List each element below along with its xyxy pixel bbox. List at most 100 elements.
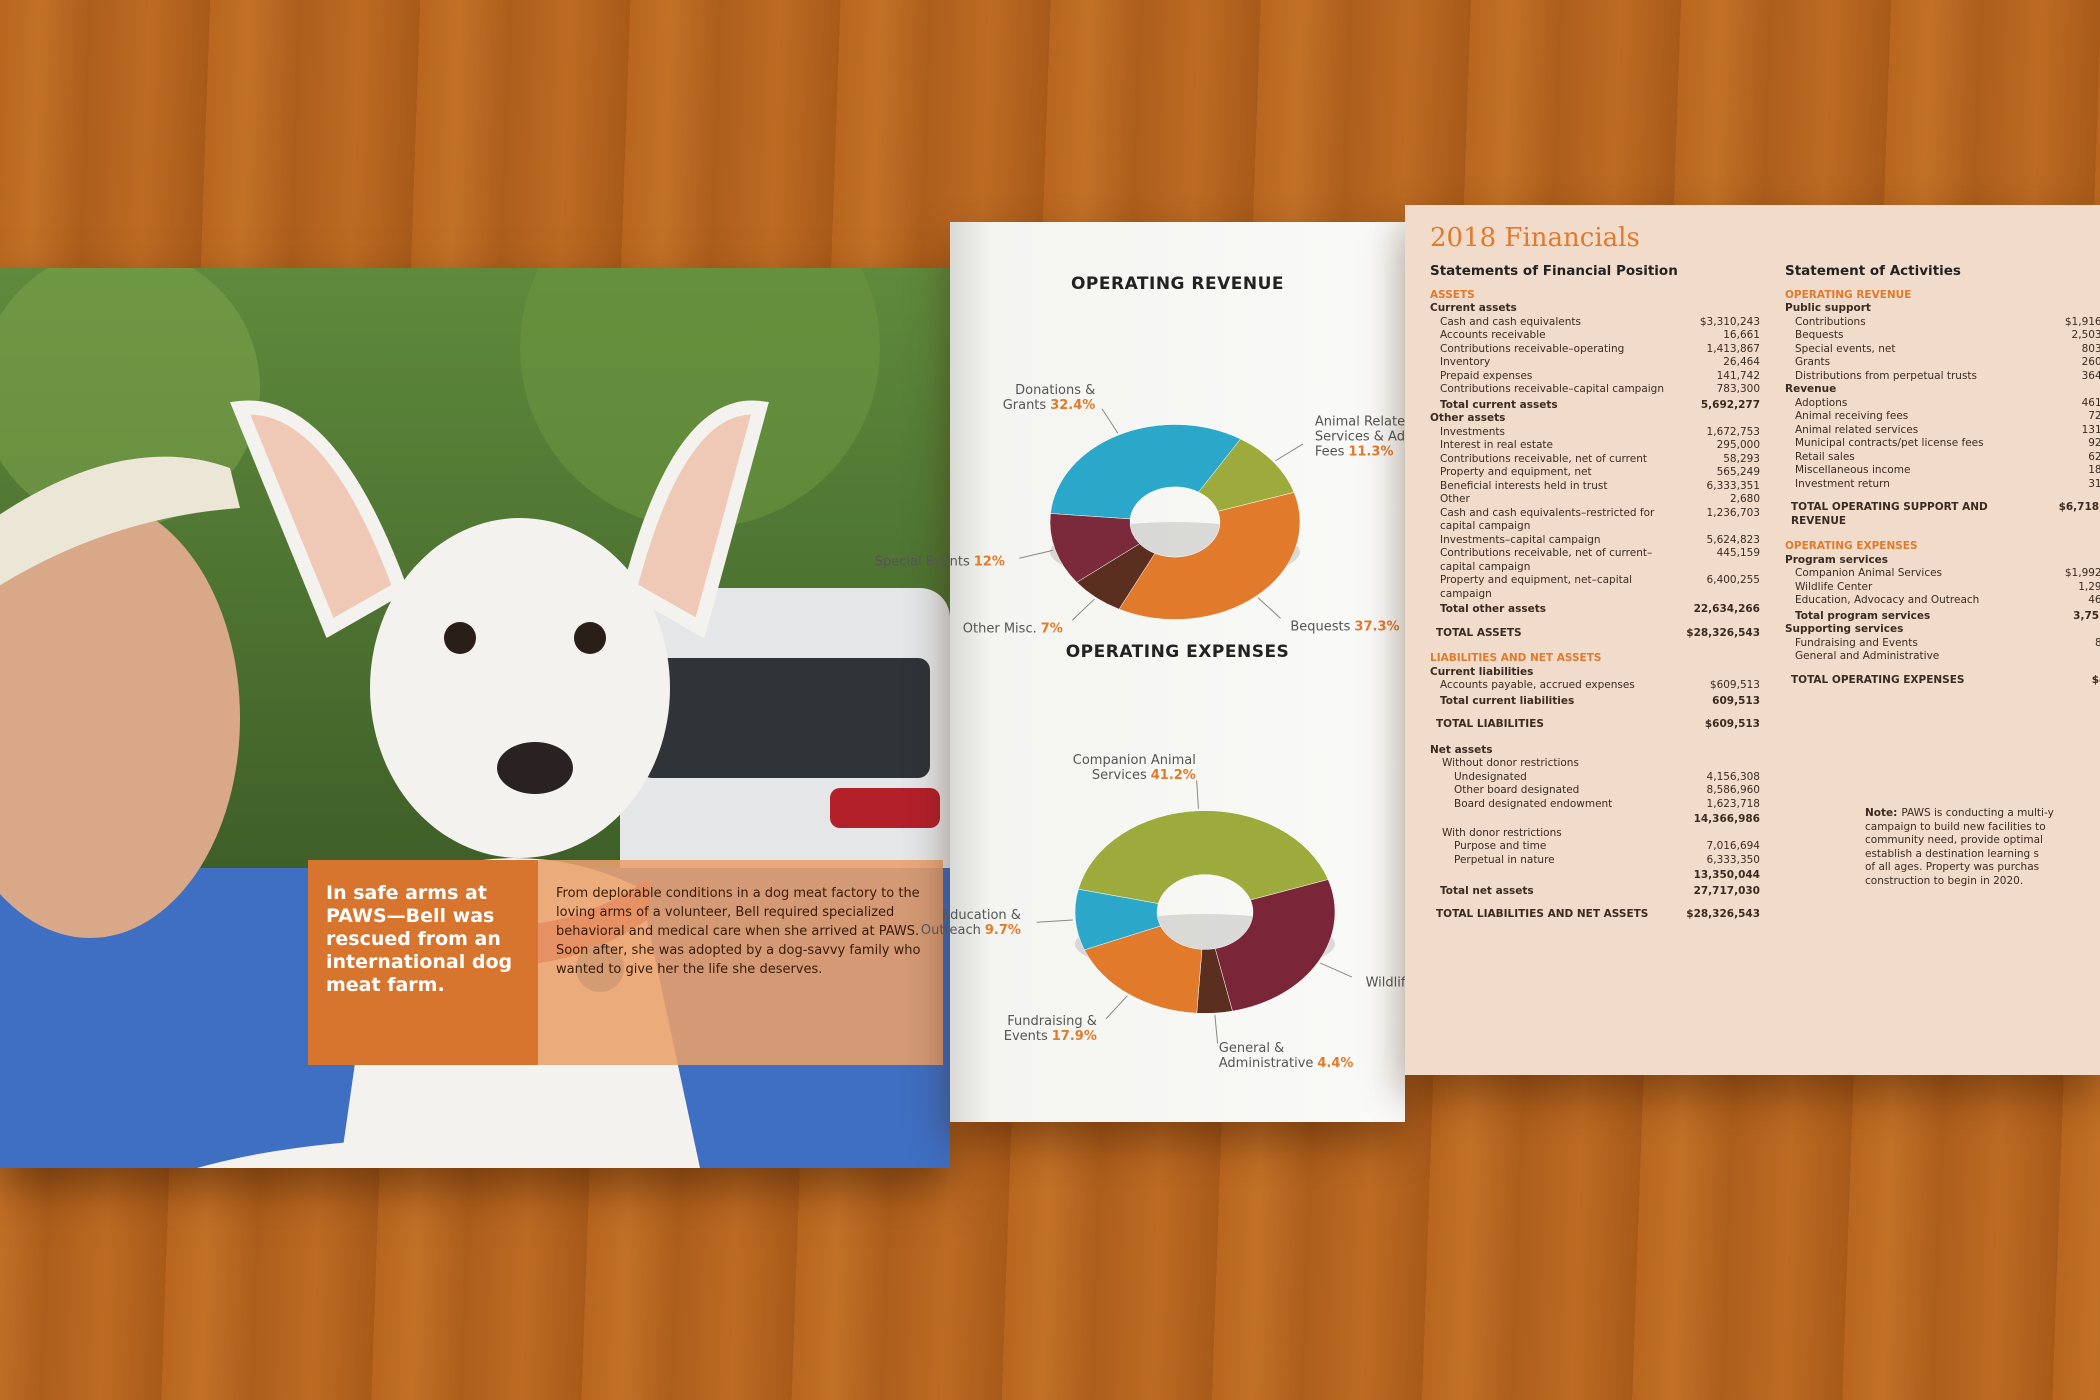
row-label: Total net assets	[1440, 884, 1534, 897]
leader-line	[1105, 995, 1128, 1020]
row-label: Retail sales	[1795, 450, 1855, 463]
section-heading: LIABILITIES AND NET ASSETS	[1430, 652, 1602, 664]
row-value: 4,156,308	[1706, 770, 1760, 783]
donut-slice	[1050, 424, 1241, 520]
note-line: PAWS is conducting a multi-y	[1901, 807, 2054, 819]
row-label: Interest in real estate	[1440, 439, 1554, 451]
leader-line	[1101, 408, 1119, 434]
section-heading: ASSETS	[1430, 288, 1475, 301]
slice-label: Special Events 12%	[855, 554, 1005, 569]
row-value: 3,752,97	[2073, 609, 2100, 622]
statement-row: Grants 260,465	[1785, 356, 2100, 370]
statement-row: Prepaid expenses 141,742	[1430, 370, 1760, 384]
caption-headline: In safe arms at PAWS—Bell was rescued fr…	[308, 860, 538, 1065]
row-label: Other	[1440, 493, 1470, 505]
note-line: of all ages. Property was purchas	[1865, 861, 2040, 873]
statement-row: Other board designated 8,586,960	[1430, 784, 1760, 798]
row-value: 468,16	[2088, 594, 2100, 606]
row-label: TOTAL LIABILITIES	[1436, 718, 1544, 730]
leader-line	[1071, 598, 1095, 621]
row-label: Total current assets	[1440, 398, 1558, 411]
chart-title: OPERATING REVENUE	[1070, 274, 1285, 294]
statement-row: Companion Animal Services $1,992,001	[1785, 567, 2100, 581]
statement-row: Property and equipment, net–capital camp…	[1430, 574, 1760, 601]
chart-title: OPERATING EXPENSES	[1065, 642, 1290, 662]
row-value: 5,624,823	[1706, 533, 1760, 546]
row-label: Contributions receivable–operating	[1440, 342, 1625, 355]
statement-row: Adoptions 461,379	[1785, 397, 2100, 411]
statement-row: Fundraising and Events 866,5	[1785, 637, 2100, 651]
row-value: $3,310,243	[1699, 315, 1760, 328]
statement-row: Investment return 31,490	[1785, 478, 2100, 492]
row-value: 5,692,277	[1700, 398, 1760, 411]
row-label: Perpetual in nature	[1454, 853, 1555, 866]
statement-row: Undesignated 4,156,308	[1430, 771, 1760, 785]
statement-row: Total net assets 27,717,030	[1430, 885, 1760, 899]
statement-of-activities: Statement of Activities OPERATING REVENUE…	[1785, 264, 2100, 888]
financials-page: 2018 Financials Statements of Financial …	[1405, 205, 2100, 1075]
row-value: 211	[2045, 650, 2100, 664]
row-label: General and Administrative	[1795, 650, 1940, 662]
row-value: 16,661	[1723, 329, 1760, 341]
row-label: Contributions receivable–capital campaig…	[1440, 383, 1665, 395]
row-label: Cash and cash equivalents–restricted for…	[1440, 506, 1655, 533]
slice-value: 41.2%	[1150, 768, 1196, 784]
dog-paw	[197, 1138, 420, 1168]
row-label: Accounts payable, accrued expenses	[1440, 679, 1635, 691]
slice-category: Companion Animal Services	[1072, 753, 1196, 784]
row-label: Purpose and time	[1454, 840, 1547, 852]
statement-row: Bequests 2,503,982	[1785, 329, 2100, 343]
group-title: Supporting services	[1785, 623, 1904, 635]
row-label: Other board designated	[1454, 784, 1580, 796]
row-label: Accounts receivable	[1440, 329, 1546, 341]
row-label: Contributions receivable, net of current	[1440, 452, 1647, 465]
row-value: 13,350,044	[1693, 869, 1760, 881]
note-line: construction to begin in 2020.	[1865, 874, 2024, 887]
row-value: 461,379	[2081, 396, 2100, 409]
row-value: 445,159	[1716, 547, 1760, 559]
row-value: 1,672,753	[1706, 425, 1760, 438]
row-label: TOTAL OPERATING SUPPORT AND REVENUE	[1791, 501, 1988, 527]
slice-value: 37.3%	[1354, 619, 1400, 635]
statement-row: Investments–capital campaign 5,624,823	[1430, 534, 1760, 548]
slice-label: Other Misc. 7%	[913, 622, 1063, 637]
statement-row: Cash and cash equivalents–restricted for…	[1430, 507, 1760, 534]
financials-title: 2018 Financials	[1430, 223, 1640, 253]
slice-category: Fundraising & Events	[1003, 1013, 1097, 1044]
statement-row: TOTAL ASSETS $28,326,543	[1430, 627, 1760, 641]
row-label: Total program services	[1795, 609, 1931, 622]
row-value: 1,292,81	[2078, 580, 2100, 593]
row-label: Total current liabilities	[1440, 694, 1575, 707]
row-value: 72,502	[2088, 410, 2100, 422]
row-label: Education, Advocacy and Outreach	[1795, 594, 1980, 606]
row-label: Contributions receivable, net of current…	[1440, 547, 1653, 573]
row-value: 92,786	[2088, 437, 2100, 449]
statement-row: 14,366,986	[1430, 813, 1760, 827]
note-lead: Note:	[1865, 807, 1898, 819]
row-label: Undesignated	[1454, 770, 1527, 783]
group-title: Current assets	[1430, 302, 1517, 314]
slice-value: 11.3%	[1348, 444, 1394, 460]
row-label: Animal receiving fees	[1795, 410, 1909, 422]
statement-row: Perpetual in nature 6,333,350	[1430, 854, 1760, 868]
statement-row: Municipal contracts/pet license fees 92,7…	[1785, 437, 2100, 451]
statement-row: Special events, net 803,078	[1785, 343, 2100, 357]
leader-line	[1019, 549, 1053, 559]
row-value: 14,366,986	[1693, 813, 1760, 825]
slice-value: 17.9%	[1051, 1028, 1097, 1044]
leader-line	[1275, 443, 1304, 462]
section-heading: OPERATING EXPENSES	[1785, 540, 1918, 552]
statement-row: Purpose and time 7,016,694	[1430, 840, 1760, 854]
row-label: Contributions	[1795, 315, 1866, 328]
statement-row: Accounts receivable 16,661	[1430, 329, 1760, 343]
row-label: Adoptions	[1795, 396, 1848, 409]
row-label: Board designated endowment	[1454, 797, 1613, 810]
subgroup-title: Without donor restrictions	[1442, 757, 1579, 769]
statement-row: Distributions from perpetual trusts 364,2…	[1785, 370, 2100, 384]
row-value: 6,400,255	[1706, 574, 1760, 586]
donut-slice	[1214, 879, 1336, 1012]
leader-line	[1036, 919, 1073, 923]
hat	[0, 456, 240, 586]
foliage	[520, 268, 880, 528]
row-label: Cash and cash equivalents	[1440, 315, 1581, 328]
